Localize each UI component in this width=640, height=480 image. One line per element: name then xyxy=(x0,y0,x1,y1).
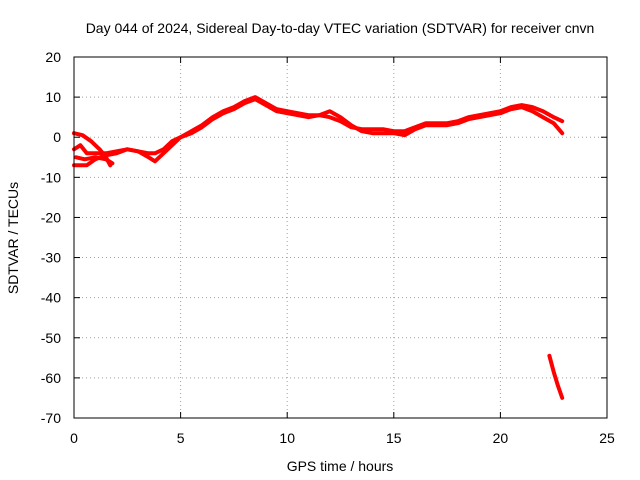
series-line-5 xyxy=(547,353,565,400)
x-tick-label: 25 xyxy=(599,430,615,446)
y-tick-label: 10 xyxy=(45,89,61,105)
x-tick-label: 10 xyxy=(279,430,295,446)
x-tick-label: 5 xyxy=(177,430,185,446)
chart-title: Day 044 of 2024, Sidereal Day-to-day VTE… xyxy=(86,20,595,36)
x-tick-label: 15 xyxy=(386,430,402,446)
axis-ticks: 0 5 10 15 20 25 -70 -60 -50 -40 -30 -20 -10 0 10 20 xyxy=(41,49,615,446)
series-line-4 xyxy=(74,155,115,166)
y-tick-label: -30 xyxy=(41,250,61,266)
series-line-2 xyxy=(72,97,565,168)
data-series xyxy=(72,95,565,400)
x-axis-title: GPS time / hours xyxy=(287,458,394,474)
y-tick-label: -10 xyxy=(41,169,61,185)
plot-frame xyxy=(73,56,608,419)
y-tick-label: -40 xyxy=(41,290,61,306)
gridlines xyxy=(74,57,607,418)
x-tick-label: 20 xyxy=(493,430,509,446)
y-axis-title: SDTVAR / TECUs xyxy=(5,182,21,294)
y-tick-label: -70 xyxy=(41,410,61,426)
y-tick-label: 0 xyxy=(53,129,61,145)
y-tick-label: -60 xyxy=(41,370,61,386)
y-tick-label: 20 xyxy=(45,49,61,65)
x-tick-label: 0 xyxy=(70,430,78,446)
y-tick-label: -50 xyxy=(41,330,61,346)
y-tick-label: -20 xyxy=(41,209,61,225)
series-line-1 xyxy=(72,95,565,156)
